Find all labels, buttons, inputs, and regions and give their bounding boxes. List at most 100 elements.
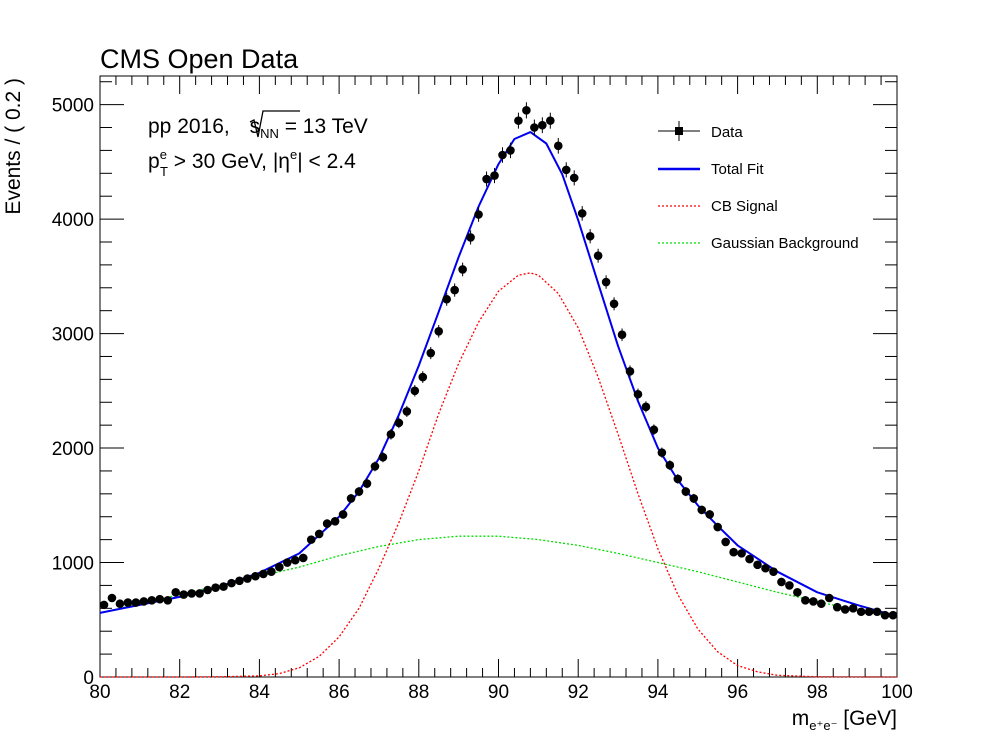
data-point	[131, 598, 141, 607]
data-point	[721, 537, 730, 547]
x-axis-label-main: m	[792, 707, 810, 730]
data-point	[745, 554, 754, 564]
data-point	[824, 593, 834, 603]
data-point	[617, 330, 627, 340]
data-point	[673, 474, 683, 484]
data-point	[378, 452, 388, 462]
data-point	[793, 587, 802, 597]
data-point	[115, 599, 125, 609]
data-point	[275, 562, 284, 572]
data-point	[546, 116, 555, 125]
annotation-p-sup: e	[160, 147, 167, 162]
annotation-p-sub: T	[160, 164, 168, 179]
data-point	[769, 567, 778, 576]
data-point	[139, 597, 149, 606]
data-point	[649, 425, 659, 435]
axes-ticks: 80 82 84 86 88 90 92 94 96 98 10001000200030004000…	[52, 76, 913, 703]
data-point	[235, 576, 244, 586]
x-tick-label: 90	[488, 682, 509, 703]
data-point	[282, 558, 292, 567]
data-point	[394, 418, 404, 428]
data-point	[713, 522, 722, 532]
annotation-sqrt-sub: NN	[260, 126, 279, 141]
data-point	[298, 553, 308, 563]
data-point	[729, 547, 738, 557]
data-point	[474, 210, 483, 219]
data-point	[195, 589, 204, 598]
data-point	[864, 607, 874, 617]
annotation-line-2: pe T > 30 GeV, |ηe| < 2.4	[148, 147, 356, 179]
annotation-line-1: pp 2016, sNN = 13 TeV	[148, 115, 368, 141]
legend-label-gaussian-background: Gaussian Background	[711, 235, 859, 252]
data-point	[832, 602, 842, 612]
data-point	[163, 596, 173, 605]
data-point	[490, 171, 499, 180]
data-point	[761, 563, 770, 573]
data-point	[625, 367, 635, 376]
data-point	[561, 165, 571, 175]
data-point	[107, 593, 117, 603]
data-point	[155, 594, 165, 604]
data-point	[458, 265, 467, 274]
data-point	[785, 581, 794, 590]
x-axis-label: me⁺e⁻ [GeV]	[792, 707, 897, 733]
chart-title: CMS Open Data	[100, 44, 299, 74]
legend-label-data: Data	[711, 124, 743, 141]
data-point	[737, 549, 746, 558]
legend: Data Total Fit CB Signal Gaussian Backgr…	[658, 121, 859, 252]
x-axis-label-sub: e⁺e⁻	[809, 718, 837, 733]
x-tick-label: 92	[568, 682, 589, 703]
data-point	[577, 209, 587, 218]
data-point	[777, 577, 786, 587]
annotation-eta-sup: e	[290, 147, 297, 162]
data-point	[147, 596, 157, 605]
data-point	[322, 519, 332, 528]
annotation-block: pp 2016, sNN = 13 TeV pe T > 30 GeV, |ηe|…	[148, 110, 368, 179]
data-point	[442, 294, 451, 304]
data-point	[872, 607, 882, 617]
x-tick-label: 88	[408, 682, 429, 703]
data-point	[219, 582, 228, 591]
data-point	[179, 590, 188, 599]
legend-label-total-fit: Total Fit	[711, 161, 764, 178]
data-point	[330, 517, 340, 526]
data-point	[665, 460, 675, 470]
data-point	[466, 233, 475, 242]
data-point	[482, 174, 491, 184]
data-point	[498, 150, 507, 160]
sqrt-radical-icon	[249, 110, 300, 138]
data-point	[290, 555, 300, 565]
data-point	[609, 299, 619, 309]
x-tick-label: 82	[169, 682, 190, 703]
legend-label-cb-signal: CB Signal	[711, 198, 778, 215]
data-point	[426, 348, 436, 358]
data-point	[888, 610, 898, 620]
x-tick-label: 98	[807, 682, 828, 703]
data-point	[434, 326, 444, 336]
data-point	[681, 487, 691, 496]
data-series	[99, 102, 898, 678]
annotation-energy: = 13 TeV	[279, 115, 368, 138]
y-tick-label: 2000	[52, 439, 94, 460]
legend-entry-total-fit: Total Fit	[658, 161, 764, 178]
data-point	[705, 510, 715, 519]
data-point	[880, 610, 890, 620]
data-point	[418, 372, 428, 382]
data-point	[697, 505, 707, 515]
x-axis-label-unit: [GeV]	[837, 707, 897, 730]
x-tick-label: 84	[249, 682, 271, 703]
data-point	[370, 462, 380, 471]
data-point	[362, 479, 372, 488]
x-tick-label: 86	[329, 682, 350, 703]
legend-data-marker	[675, 127, 683, 135]
data-point	[450, 285, 459, 295]
data-point	[816, 599, 826, 609]
data-point	[211, 583, 220, 593]
data-point	[346, 494, 356, 503]
data-point	[314, 529, 324, 539]
y-tick-label: 4000	[52, 210, 94, 231]
data-point	[848, 604, 858, 613]
data-point	[402, 407, 412, 416]
data-point	[123, 598, 133, 607]
